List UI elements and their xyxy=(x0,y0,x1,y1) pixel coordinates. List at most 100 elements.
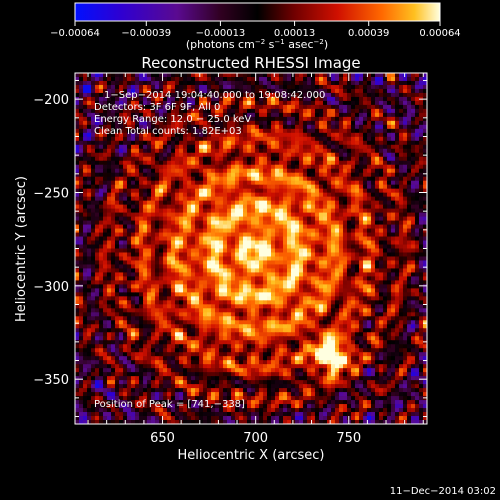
heatmap-cell xyxy=(403,128,408,134)
heatmap-cell xyxy=(367,128,372,134)
heatmap-cell xyxy=(299,152,304,158)
heatmap-cell xyxy=(279,236,284,242)
heatmap-cell xyxy=(207,152,212,158)
heatmap-cell xyxy=(291,160,296,166)
heatmap-cell xyxy=(267,272,272,278)
heatmap-cell xyxy=(359,172,364,178)
heatmap-cell xyxy=(267,276,272,282)
heatmap-cell xyxy=(275,76,280,82)
heatmap-cell xyxy=(343,224,348,230)
heatmap-cell xyxy=(363,132,368,138)
heatmap-cell xyxy=(259,240,264,246)
heatmap-cell xyxy=(335,212,340,218)
heatmap-cell xyxy=(367,73,372,78)
heatmap-cell xyxy=(271,280,276,285)
heatmap-cell xyxy=(179,148,184,154)
heatmap-cell xyxy=(123,280,128,285)
heatmap-cell xyxy=(211,148,216,154)
heatmap-cell xyxy=(115,204,120,210)
heatmap-cell xyxy=(383,208,388,214)
heatmap-cell xyxy=(311,112,316,118)
heatmap-cell xyxy=(163,80,168,86)
heatmap-cell xyxy=(299,136,304,142)
heatmap-cell xyxy=(315,184,320,190)
heatmap-cell xyxy=(119,284,124,289)
heatmap-cell xyxy=(287,280,292,285)
heatmap-cell xyxy=(147,96,152,102)
heatmap-cell xyxy=(91,284,96,289)
heatmap-cell xyxy=(115,132,120,138)
heatmap-cell xyxy=(195,128,200,134)
heatmap-cell xyxy=(147,284,152,289)
heatmap-cell xyxy=(87,284,92,289)
heatmap-cell xyxy=(311,252,316,258)
heatmap-cell xyxy=(391,124,396,130)
heatmap-cell xyxy=(367,268,372,274)
heatmap-cell xyxy=(95,204,100,210)
heatmap-cell xyxy=(303,184,308,190)
heatmap-cell xyxy=(171,232,176,238)
heatmap-cell xyxy=(367,240,372,246)
heatmap-cell xyxy=(231,256,236,262)
heatmap-cell xyxy=(387,228,392,234)
heatmap-cell xyxy=(115,256,120,262)
heatmap-cell xyxy=(387,108,392,114)
heatmap-cell xyxy=(351,260,356,266)
heatmap-cell xyxy=(155,200,160,206)
heatmap-cell xyxy=(311,220,316,226)
heatmap-cell xyxy=(203,236,208,242)
heatmap-cell xyxy=(223,248,228,254)
heatmap-cell xyxy=(403,80,408,86)
heatmap-cell xyxy=(323,124,328,130)
heatmap-cell xyxy=(143,124,148,130)
heatmap-cell xyxy=(79,140,84,146)
heatmap-cell xyxy=(151,73,156,78)
heatmap-cell xyxy=(87,84,92,90)
heatmap-cell xyxy=(343,136,348,142)
heatmap-cell xyxy=(395,92,400,98)
heatmap-cell xyxy=(347,276,352,282)
heatmap-cell xyxy=(363,284,368,289)
heatmap-cell xyxy=(231,124,236,130)
heatmap-cell xyxy=(299,120,304,126)
heatmap-cell xyxy=(159,104,164,110)
heatmap-cell xyxy=(131,284,136,289)
heatmap-cell xyxy=(319,260,324,266)
heatmap-cell xyxy=(139,136,144,142)
heatmap-cell xyxy=(195,124,200,130)
heatmap-cell xyxy=(203,284,208,289)
heatmap-cell xyxy=(327,280,332,285)
heatmap-cell xyxy=(247,228,252,234)
heatmap-cell xyxy=(271,236,276,242)
heatmap-cell xyxy=(339,276,344,282)
heatmap-cell xyxy=(243,156,248,162)
heatmap-cell xyxy=(295,244,300,250)
heatmap-cell xyxy=(179,272,184,278)
heatmap-cell xyxy=(91,240,96,246)
heatmap-cell xyxy=(303,180,308,186)
heatmap-cell xyxy=(275,84,280,90)
heatmap-cell xyxy=(387,268,392,274)
heatmap-cell xyxy=(387,220,392,226)
heatmap-cell xyxy=(383,88,388,94)
heatmap-cell xyxy=(351,276,356,282)
heatmap-cell xyxy=(279,248,284,254)
heatmap-cell xyxy=(411,288,416,293)
heatmap-cell xyxy=(323,84,328,90)
heatmap-cell xyxy=(275,144,280,150)
heatmap-cell xyxy=(379,204,384,210)
heatmap-cell xyxy=(219,296,224,301)
heatmap-cell xyxy=(339,180,344,186)
heatmap-cell xyxy=(299,180,304,186)
heatmap-cell xyxy=(127,96,132,102)
heatmap-cell xyxy=(415,156,420,162)
heatmap-cell xyxy=(91,80,96,86)
heatmap-cell xyxy=(203,264,208,270)
heatmap-cell xyxy=(319,216,324,222)
heatmap-cell xyxy=(195,252,200,258)
heatmap-cell xyxy=(275,80,280,86)
heatmap-cell xyxy=(291,124,296,130)
heatmap-cell xyxy=(343,276,348,282)
heatmap-cell xyxy=(307,104,312,110)
heatmap-cell xyxy=(275,232,280,238)
